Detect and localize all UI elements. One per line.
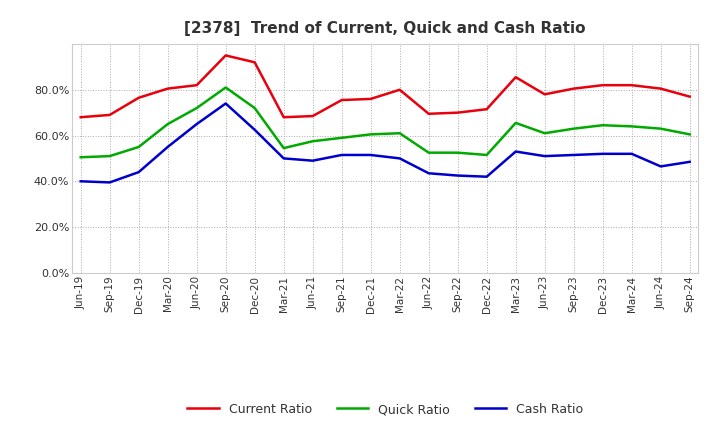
Legend: Current Ratio, Quick Ratio, Cash Ratio: Current Ratio, Quick Ratio, Cash Ratio [182, 398, 588, 421]
Quick Ratio [511, 120, 520, 125]
Cash Ratio [251, 127, 259, 132]
Line: Current Ratio: Current Ratio [81, 55, 690, 117]
Cash Ratio [482, 174, 491, 180]
Cash Ratio [685, 159, 694, 165]
Quick Ratio [685, 132, 694, 137]
Current Ratio [570, 86, 578, 91]
Line: Cash Ratio: Cash Ratio [81, 103, 690, 183]
Current Ratio [454, 110, 462, 115]
Line: Quick Ratio: Quick Ratio [81, 88, 690, 157]
Cash Ratio [454, 173, 462, 178]
Current Ratio [105, 112, 114, 117]
Quick Ratio [424, 150, 433, 155]
Current Ratio [511, 74, 520, 80]
Cash Ratio [424, 171, 433, 176]
Title: [2378]  Trend of Current, Quick and Cash Ratio: [2378] Trend of Current, Quick and Cash … [184, 21, 586, 36]
Current Ratio [308, 114, 317, 119]
Current Ratio [163, 86, 172, 91]
Current Ratio [338, 97, 346, 103]
Cash Ratio [163, 144, 172, 150]
Cash Ratio [338, 152, 346, 158]
Cash Ratio [657, 164, 665, 169]
Current Ratio [76, 114, 85, 120]
Current Ratio [657, 86, 665, 91]
Quick Ratio [308, 139, 317, 144]
Quick Ratio [541, 131, 549, 136]
Cash Ratio [598, 151, 607, 157]
Cash Ratio [192, 121, 201, 127]
Cash Ratio [135, 169, 143, 175]
Current Ratio [424, 111, 433, 117]
Cash Ratio [308, 158, 317, 163]
Cash Ratio [76, 179, 85, 184]
Quick Ratio [395, 131, 404, 136]
Cash Ratio [105, 180, 114, 185]
Quick Ratio [105, 154, 114, 159]
Current Ratio [627, 83, 636, 88]
Quick Ratio [366, 132, 375, 137]
Current Ratio [366, 96, 375, 102]
Current Ratio [192, 83, 201, 88]
Cash Ratio [279, 156, 288, 161]
Current Ratio [251, 60, 259, 65]
Quick Ratio [221, 85, 230, 90]
Quick Ratio [76, 154, 85, 160]
Quick Ratio [454, 150, 462, 155]
Current Ratio [395, 87, 404, 92]
Quick Ratio [279, 146, 288, 151]
Quick Ratio [657, 126, 665, 131]
Cash Ratio [511, 149, 520, 154]
Cash Ratio [221, 101, 230, 106]
Quick Ratio [570, 126, 578, 131]
Current Ratio [685, 94, 694, 99]
Cash Ratio [366, 152, 375, 158]
Cash Ratio [570, 152, 578, 158]
Cash Ratio [395, 156, 404, 161]
Quick Ratio [482, 152, 491, 158]
Current Ratio [482, 106, 491, 112]
Current Ratio [135, 95, 143, 100]
Quick Ratio [163, 121, 172, 127]
Quick Ratio [251, 106, 259, 111]
Current Ratio [598, 83, 607, 88]
Cash Ratio [541, 154, 549, 159]
Quick Ratio [135, 144, 143, 150]
Quick Ratio [192, 106, 201, 111]
Quick Ratio [338, 135, 346, 140]
Quick Ratio [627, 124, 636, 129]
Current Ratio [541, 92, 549, 97]
Current Ratio [221, 53, 230, 58]
Current Ratio [279, 114, 288, 120]
Cash Ratio [627, 151, 636, 157]
Quick Ratio [598, 123, 607, 128]
